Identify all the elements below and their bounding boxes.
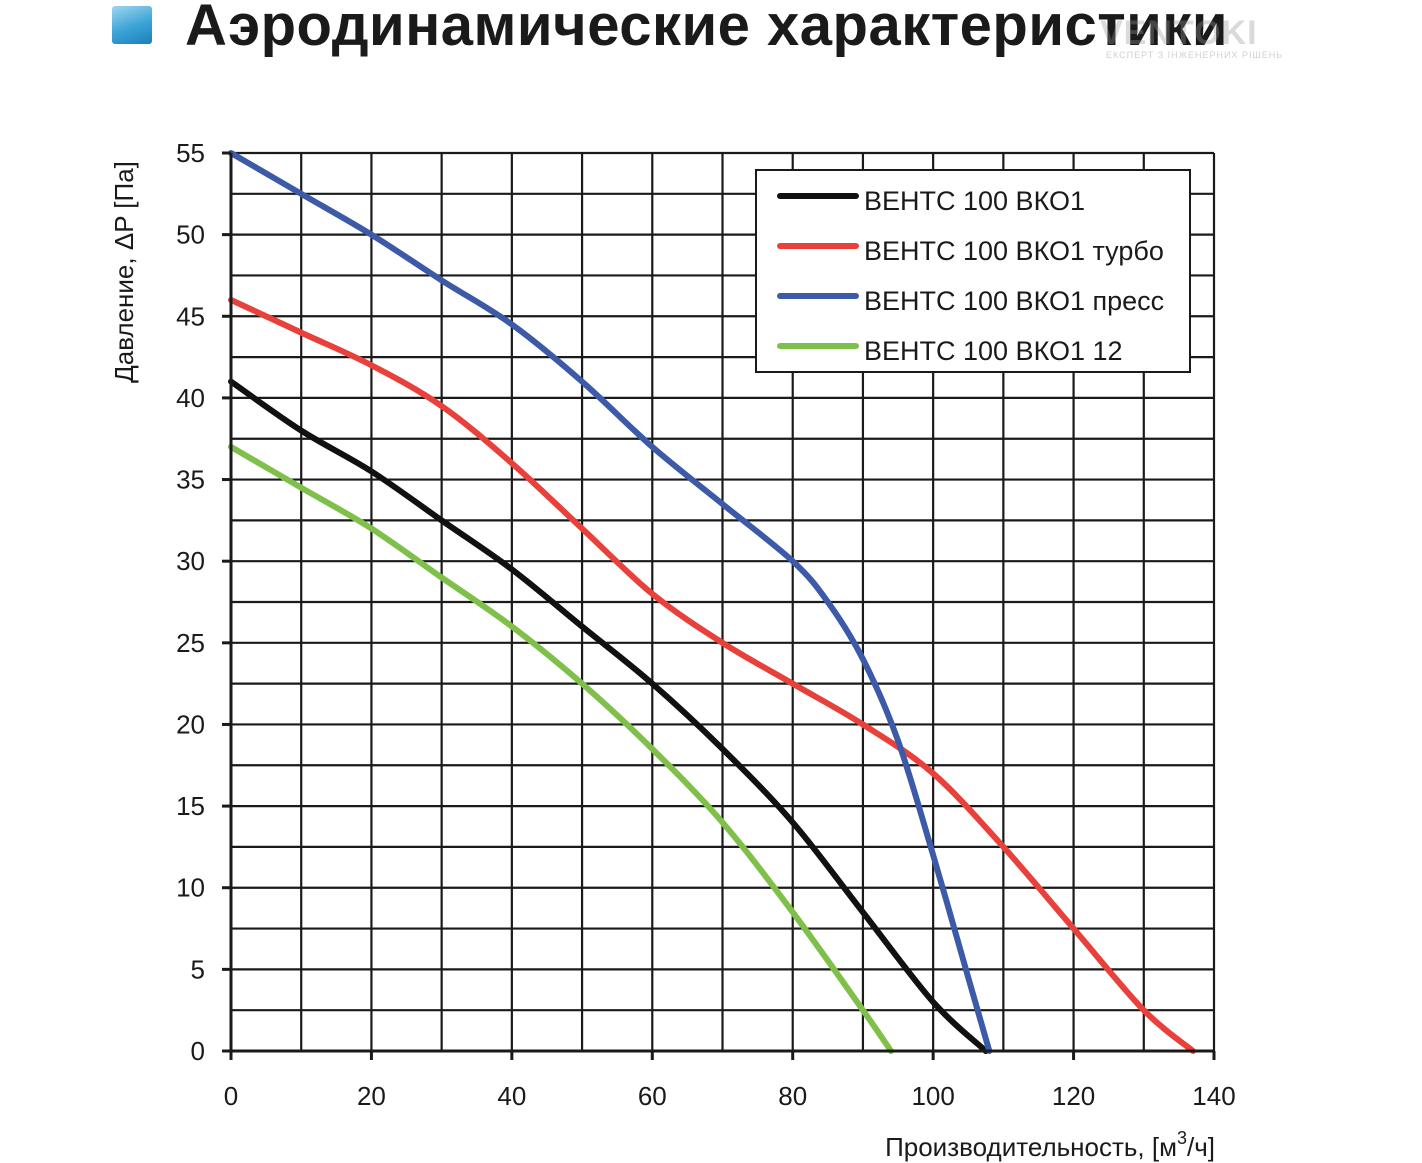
y-tick-label: 50 (176, 220, 205, 250)
x-tick-label: 120 (1052, 1081, 1095, 1111)
x-tick-label: 140 (1192, 1081, 1235, 1111)
series-line-1 (228, 378, 989, 1054)
series-line-3 (228, 150, 993, 1054)
x-tick-label: 60 (638, 1081, 667, 1111)
x-tick-label: 20 (357, 1081, 386, 1111)
x-tick-label: 0 (224, 1081, 238, 1111)
legend-box (755, 169, 1191, 373)
y-tick-label: 30 (176, 546, 205, 576)
y-tick-label: 0 (191, 1036, 205, 1066)
y-tick-label: 55 (176, 138, 205, 168)
legend: ВЕНТС 100 ВКО1 ВЕНТС 100 ВКО1 турбо ВЕНТС … (755, 169, 1191, 373)
x-axis-label: Производительность, [м3/ч] (885, 1128, 1215, 1162)
watermark-tagline: ЕКСПЕРТ З ІНЖЕНЕРНИХ РІШЕНЬ (1106, 50, 1284, 60)
series-line-4 (228, 443, 895, 1054)
x-tick-labels: 0 20 40 60 80 100 120 140 (224, 1081, 1236, 1111)
y-axis-label: Давление, ΔP [Па] (109, 161, 139, 383)
legend-label: ВЕНТС 100 ВКО1 пресс (864, 286, 1164, 316)
y-tick-label: 20 (176, 709, 205, 739)
axes (222, 151, 1216, 1060)
legend-label: ВЕНТС 100 ВКО1 12 (864, 336, 1123, 366)
y-tick-labels: 0 5 10 15 20 25 30 35 40 45 50 55 (176, 138, 205, 1066)
series-line-2 (228, 296, 1196, 1054)
y-tick-label: 25 (176, 628, 205, 658)
x-tick-label: 80 (778, 1081, 807, 1111)
legend-label: ВЕНТС 100 ВКО1 турбо (864, 236, 1164, 266)
y-tick-label: 35 (176, 465, 205, 495)
header-logo-square (112, 6, 152, 44)
y-tick-label: 15 (176, 791, 205, 821)
page-title: Аэродинамические характеристики (185, 0, 1228, 58)
watermark-logo: VENTOKI (1100, 14, 1258, 52)
series-lines (228, 150, 1196, 1054)
y-tick-label: 40 (176, 383, 205, 413)
y-tick-label: 10 (176, 873, 205, 903)
y-tick-label: 5 (191, 954, 205, 984)
y-tick-label: 45 (176, 301, 205, 331)
legend-label: ВЕНТС 100 ВКО1 (864, 186, 1085, 216)
x-tick-label: 100 (911, 1081, 954, 1111)
x-tick-label: 40 (497, 1081, 526, 1111)
